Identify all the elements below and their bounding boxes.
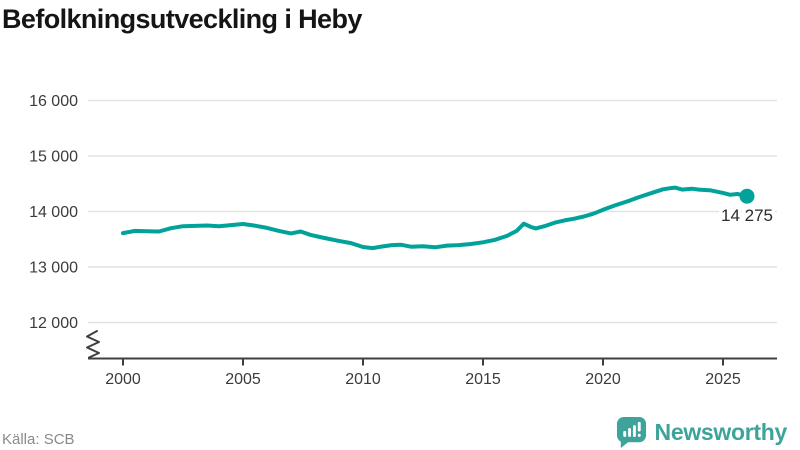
newsworthy-logo-icon	[616, 417, 646, 448]
newsworthy-logo: Newsworthy	[616, 416, 787, 449]
series-end-dot	[739, 188, 755, 204]
x-tick-label: 2025	[705, 371, 741, 388]
y-tick-label: 16 000	[29, 93, 78, 110]
chart-title: Befolkningsutveckling i Heby	[2, 4, 362, 34]
source-caption: Källa: SCB	[2, 431, 75, 448]
y-axis-break-icon	[86, 330, 100, 359]
x-tick-label: 2020	[585, 371, 621, 388]
x-axis-labels: 2000 2005 2010 2015 2020 2025	[105, 371, 741, 388]
series-end-value-label: 14 275	[721, 206, 773, 225]
y-tick-label: 14 000	[29, 204, 78, 221]
x-tick-label: 2000	[105, 371, 141, 388]
y-axis-labels: 12 000 13 000 14 000 15 000 16 000	[29, 93, 78, 332]
x-tick-label: 2005	[225, 371, 261, 388]
population-line-series	[121, 185, 749, 251]
x-tick-label: 2010	[345, 371, 381, 388]
y-tick-label: 15 000	[29, 149, 78, 166]
x-axis-ticks	[122, 358, 724, 366]
gridlines	[88, 99, 777, 324]
y-tick-label: 12 000	[29, 315, 78, 332]
newsworthy-logo-text: Newsworthy	[654, 419, 788, 445]
y-tick-label: 13 000	[29, 260, 78, 277]
x-tick-label: 2015	[465, 371, 501, 388]
